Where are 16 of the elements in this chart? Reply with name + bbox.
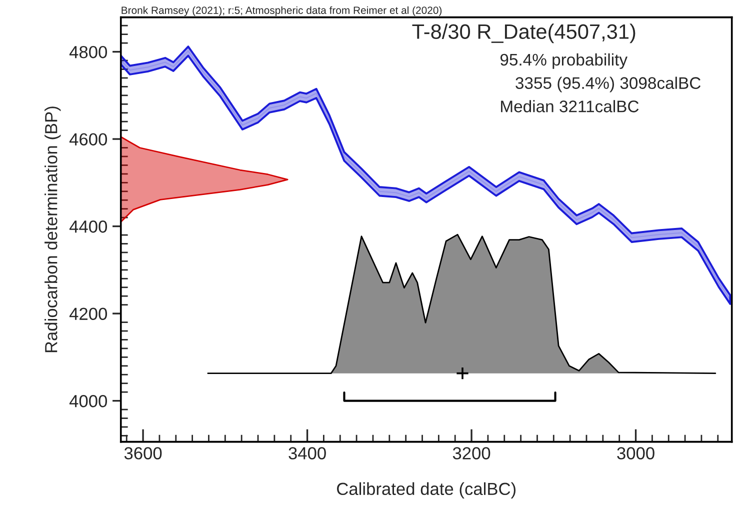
chart-title: T-8/30 R_Date(4507,31) xyxy=(412,24,636,44)
y-tick-label: 4600 xyxy=(69,133,107,146)
annotation: 3355 (95.4%) 3098calBC xyxy=(516,76,701,92)
annotation: Median 3211calBC xyxy=(501,100,639,112)
annotation: 95.4% probability xyxy=(500,53,628,69)
y-axis-title: Radiocarbon determination (BP) xyxy=(44,106,61,352)
y-tick-label: 4800 xyxy=(69,46,107,58)
y-tick-label: 4200 xyxy=(69,308,107,320)
x-tick-label: 3000 xyxy=(617,447,654,460)
x-axis-title: Calibrated date (calBC) xyxy=(337,482,516,498)
x-tick-label: 3200 xyxy=(452,447,490,460)
x-tick-label: 3400 xyxy=(288,447,326,460)
text: Bronk Ramsey (2021); r:5; Atmospheric data from Reimer et al (2020) xyxy=(122,6,442,16)
y-tick-label: 4400 xyxy=(69,220,107,233)
y-tick-label: 4000 xyxy=(69,394,107,408)
x-tick-label: 3600 xyxy=(124,447,162,460)
